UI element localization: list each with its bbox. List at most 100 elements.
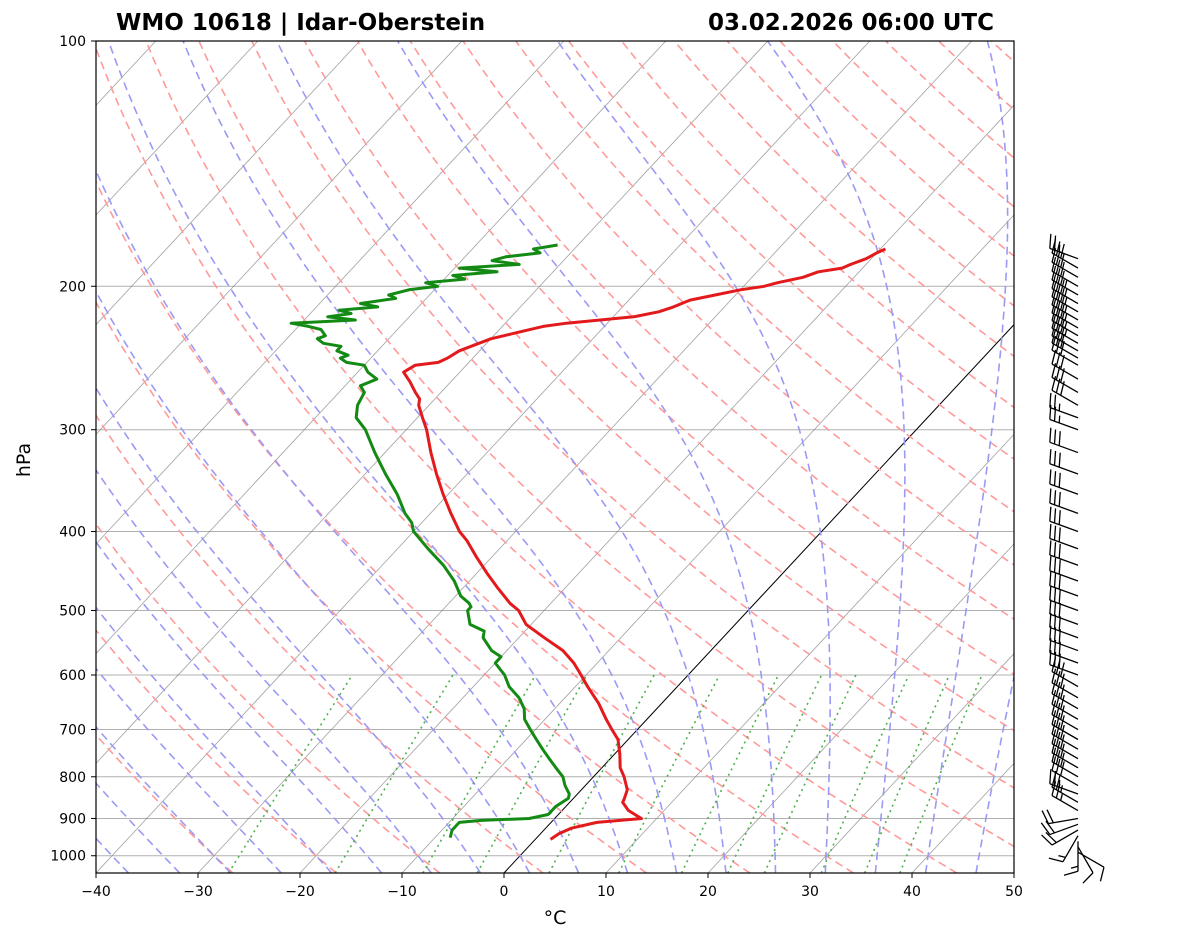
wind-barb [1049,469,1079,495]
moist-adiabat-line [182,41,678,873]
moist-adiabat-line [96,667,282,873]
isotherm-line [809,653,1014,873]
x-tick-label: −30 [183,884,213,900]
x-tick-label: 10 [597,884,615,900]
moist-adiabat-line [96,289,531,873]
mixing-ratio-line [476,674,588,873]
wind-barb [1051,719,1079,750]
moist-adiabat-line [96,386,482,873]
y-axis: 100 200 300 400 500 600 700 800 900 1000 [50,34,96,865]
x-tick-label: −40 [81,884,111,900]
y-tick-label: 200 [59,279,86,295]
x-tick-label: −10 [387,884,417,900]
dry-adiabat-line [462,41,1014,566]
isotherm-line [96,41,565,545]
y-tick-label: 1000 [50,849,86,865]
wind-barb [1049,449,1079,475]
wind-barb [1049,488,1079,514]
mixing-ratio-line [863,674,951,873]
wind-barb [1049,427,1079,454]
dry-adiabat-line [832,41,1014,208]
dry-adiabat-line [96,522,441,873]
dry-adiabat-line [620,41,1014,409]
wind-barb [1049,523,1079,550]
wind-barb [1051,689,1079,720]
y-tick-label: 700 [59,723,86,739]
mixing-ratio-line [617,674,721,873]
isotherm-line [401,214,1014,873]
isotherm-line [96,41,667,655]
wind-barbs [1040,233,1105,884]
y-tick-label: 600 [59,668,86,684]
wind-barb [1051,729,1079,760]
dewpoint-profile-line [289,243,571,838]
wind-barb [1049,556,1079,582]
plot-frame [95,40,1015,874]
isotherm-line [96,41,361,326]
dry-adiabat-line [409,41,1014,621]
x-tick-label: −20 [285,884,315,900]
wind-barb [1051,668,1079,699]
chart-title-station: WMO 10618 | Idar-Oberstein [116,10,485,36]
zero-isotherm-line [503,323,1014,873]
wind-barb [1051,747,1079,778]
moist-adiabat-line [96,168,580,873]
moist-adiabat-line [396,41,777,873]
wind-barb [1077,846,1094,884]
dry-adiabat-line [96,300,647,873]
mixing-ratio-line [422,674,537,873]
moist-adiabat-line [96,725,232,873]
moist-adiabat-line [556,41,832,873]
moist-adiabat-line [107,41,629,873]
isotherm-line [911,762,1014,873]
mixing-ratio-line [899,674,983,873]
profile-lines [289,243,887,841]
x-axis-label: °C [544,907,567,929]
wind-barb [1049,233,1079,260]
mixing-ratio-line [227,674,353,873]
mixing-ratio-line [763,674,857,873]
isotherm-line [707,543,1014,873]
isotherm-line [96,41,871,873]
wind-barb [1051,679,1079,710]
isotherm-line [96,41,463,435]
wind-barb [1049,571,1079,597]
x-tick-label: 30 [801,884,819,900]
wind-barb [1051,710,1079,741]
dry-adiabat-line [673,41,1014,358]
wind-barb [1077,851,1105,882]
wind-barb [1051,335,1079,366]
dry-adiabat-line [198,41,1014,848]
x-tick-label: 0 [500,884,509,900]
wind-barb [1051,700,1079,731]
dry-adiabat-line [96,733,234,873]
dry-adiabat-line [96,629,337,873]
y-tick-label: 800 [59,770,86,786]
x-axis: −40 −30 −20 −10 0 10 20 30 40 50 [81,873,1023,900]
moist-adiabat-line [276,41,727,873]
wind-barb [1049,392,1079,419]
wind-barb [1049,612,1079,639]
y-tick-label: 300 [59,423,86,439]
wind-barb [1041,829,1079,846]
y-tick-label: 500 [59,603,86,619]
dry-adiabat-line [990,41,1014,63]
dry-adiabat-line [96,414,544,873]
wind-barb [1049,599,1079,625]
wind-barb [1051,328,1079,359]
dry-adiabat-line [568,41,1014,461]
wind-barb [1049,506,1079,533]
moist-adiabat-line [96,540,383,873]
wind-barb [1051,738,1079,769]
wind-barb [1049,769,1079,795]
moist-adiabat-line [766,41,906,873]
dry-adiabat-line [885,41,1014,159]
wind-barb [1041,809,1079,825]
mixing-ratio-line [548,674,655,873]
wind-barb [1040,820,1079,836]
chart-title-time: 03.02.2026 06:00 UTC [708,10,994,36]
wind-barb [1049,540,1079,566]
wind-barb [1048,835,1079,863]
moist-adiabat-line [924,41,1009,873]
